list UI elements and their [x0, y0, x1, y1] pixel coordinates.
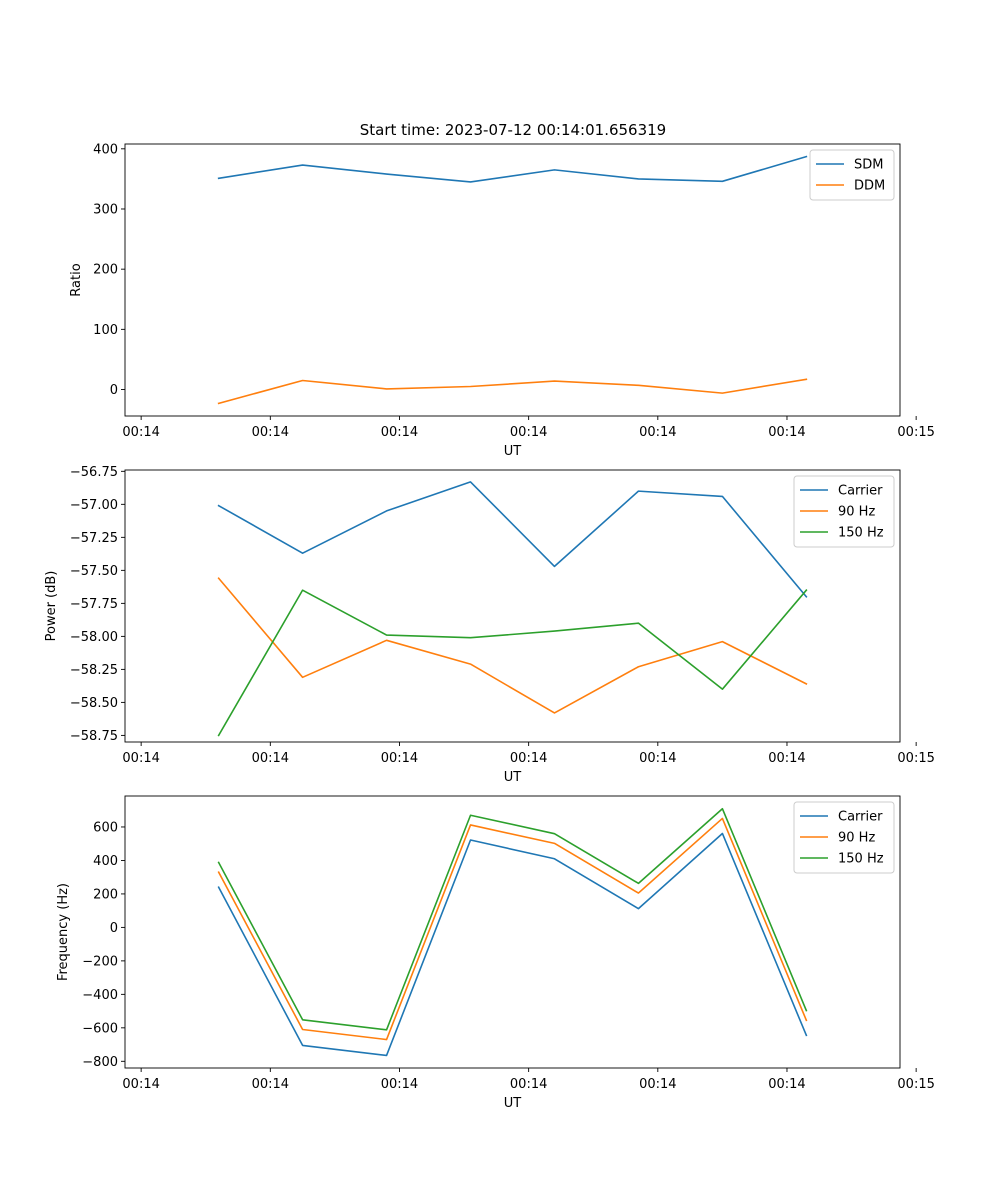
series-line-150-hz [217, 589, 808, 737]
legend-label: Carrier [838, 810, 883, 825]
y-tick-label: −57.25 [70, 531, 118, 546]
legend-label: 150 Hz [838, 852, 884, 867]
x-axis-label: UT [504, 1096, 522, 1111]
legend: SDM DDM [809, 149, 895, 201]
y-tick-label: 100 [93, 323, 118, 338]
chart-panel-3: 00:14 00:14 00:14 00:14 00:14 00:14 00:15 −800 −… [56, 795, 935, 1111]
y-tick-label: −800 [82, 1055, 118, 1070]
x-tick-label: 00:14 [381, 751, 418, 766]
x-tick-label: 00:14 [122, 751, 159, 766]
y-axis-label: Ratio [69, 263, 84, 296]
series-line-ddm [217, 378, 808, 405]
x-tick-label: 00:14 [252, 751, 289, 766]
legend-label: 90 Hz [838, 831, 875, 846]
legend-label: Carrier [838, 484, 883, 499]
y-tick-label: −58.75 [70, 729, 118, 744]
x-tick-label: 00:14 [639, 751, 676, 766]
series-line-150-hz [217, 807, 808, 1031]
y-axis-label: Power (dB) [44, 571, 59, 642]
legend-label: SDM [854, 158, 883, 173]
y-tick-label: −58.25 [70, 663, 118, 678]
y-tick-label: 0 [110, 383, 118, 398]
x-tick-label: 00:14 [510, 1077, 547, 1092]
legend-box [809, 149, 895, 201]
x-tick-label: 00:14 [510, 425, 547, 440]
y-tick-label: −58.00 [70, 630, 118, 645]
y-tick-label: 400 [93, 854, 118, 869]
x-tick-label: 00:14 [381, 425, 418, 440]
y-tick-label: −600 [82, 1021, 118, 1036]
y-tick-label: −58.50 [70, 696, 118, 711]
x-tick-label: 00:14 [639, 1077, 676, 1092]
legend-label: DDM [854, 179, 885, 194]
figure-title: Start time: 2023-07-12 00:14:01.656319 [360, 121, 666, 139]
chart-panel-1: 00:14 00:14 00:14 00:14 00:14 00:14 00:15 0 100 2… [69, 142, 935, 459]
x-tick-label: 00:14 [768, 751, 805, 766]
series-line-carrier [217, 832, 808, 1057]
legend-label: 90 Hz [838, 505, 875, 520]
legend-box [793, 475, 895, 548]
x-tick-label: 00:14 [639, 425, 676, 440]
series-line-sdm [217, 155, 808, 183]
y-tick-label: −57.50 [70, 564, 118, 579]
x-tick-label: 00:14 [768, 1077, 805, 1092]
legend-box [793, 801, 895, 874]
x-axis-label: UT [504, 770, 522, 785]
x-tick-label: 00:14 [122, 1077, 159, 1092]
x-tick-label: 00:14 [510, 751, 547, 766]
x-tick-label: 00:15 [897, 425, 934, 440]
y-tick-label: −56.75 [70, 465, 118, 480]
y-tick-label: −57.00 [70, 498, 118, 513]
y-tick-label: −400 [82, 988, 118, 1003]
x-tick-label: 00:14 [252, 425, 289, 440]
plot-area [125, 796, 900, 1068]
y-tick-label: 200 [93, 887, 118, 902]
y-axis-label: Frequency (Hz) [56, 883, 71, 981]
y-tick-label: 400 [93, 142, 118, 157]
x-tick-label: 00:15 [897, 751, 934, 766]
series-line-90-hz [217, 577, 808, 714]
y-tick-label: 300 [93, 202, 118, 217]
y-tick-label: −200 [82, 954, 118, 969]
axes-frame [124, 795, 901, 1069]
series-line-90-hz [217, 817, 808, 1041]
y-tick-label: 600 [93, 820, 118, 835]
y-tick-label: 0 [110, 921, 118, 936]
x-tick-label: 00:15 [897, 1077, 934, 1092]
x-axis-label: UT [504, 444, 522, 459]
axes-frame [124, 143, 901, 417]
x-tick-label: 00:14 [252, 1077, 289, 1092]
chart-panel-2: 00:14 00:14 00:14 00:14 00:14 00:14 00:15 −58.7… [44, 465, 935, 785]
axes-frame [124, 469, 901, 743]
x-tick-label: 00:14 [122, 425, 159, 440]
panels-group: 00:14 00:14 00:14 00:14 00:14 00:14 00:15 0 100 2… [44, 142, 935, 1111]
plot-area [125, 470, 900, 742]
legend: Carrier 90 Hz 150 Hz [793, 801, 895, 874]
plot-area [125, 144, 900, 416]
legend: Carrier 90 Hz 150 Hz [793, 475, 895, 548]
y-tick-label: −57.75 [70, 597, 118, 612]
x-tick-label: 00:14 [768, 425, 805, 440]
x-tick-label: 00:14 [381, 1077, 418, 1092]
series-line-carrier [217, 481, 808, 598]
y-tick-label: 200 [93, 263, 118, 278]
legend-label: 150 Hz [838, 526, 884, 541]
